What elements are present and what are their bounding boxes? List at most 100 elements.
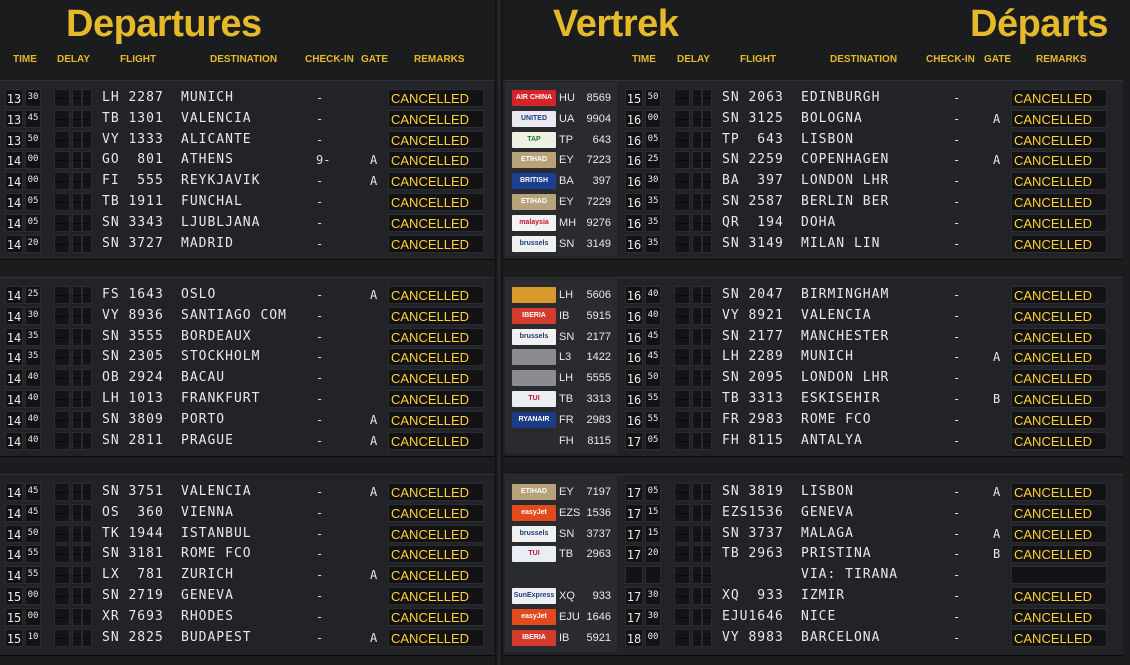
remark-cancelled: CANCELLED xyxy=(388,89,484,107)
delay-flap xyxy=(702,545,712,563)
flight-number: TB 2963 xyxy=(722,546,784,561)
delay-flap xyxy=(702,608,712,626)
flight-number: SN 3181 xyxy=(102,546,164,561)
left-flight-row: 13 30 LH 2287 MUNICH - CANCELLED xyxy=(0,88,1130,108)
airline-logo-tap: TAP xyxy=(512,132,556,148)
flight-number: SN 2095 xyxy=(722,370,784,385)
time-hour: 16 xyxy=(625,307,643,325)
delay-flap xyxy=(702,151,712,169)
check-in: - xyxy=(953,237,961,251)
delay-flap xyxy=(692,411,702,429)
check-in: - xyxy=(316,91,324,105)
airline-code: EJU xyxy=(559,611,580,623)
delay-flap xyxy=(674,629,690,647)
delay-flap xyxy=(82,369,92,387)
delay-flap xyxy=(72,369,82,387)
delay-flap xyxy=(72,193,82,211)
destination: BORDEAUX xyxy=(181,329,252,344)
time-hour: 15 xyxy=(5,608,23,626)
time-minute: 30 xyxy=(645,172,661,190)
delay-flap xyxy=(82,432,92,450)
destination: VALENCIA xyxy=(181,484,252,499)
left-flight-row: 15 00 XR 7693 RHODES - CANCELLED xyxy=(0,607,1130,627)
delay-flap xyxy=(72,131,82,149)
delay-flap xyxy=(702,235,712,253)
time-hour: 17 xyxy=(625,608,643,626)
airline-logo-etihad: ETIHAD xyxy=(512,194,556,210)
left-flight-row: 14 40 SN 2811 PRAGUE - A CANCELLED xyxy=(0,431,1130,451)
delay-flap xyxy=(674,328,690,346)
time-minute: 00 xyxy=(25,151,41,169)
delay-flap xyxy=(674,235,690,253)
time-minute: 15 xyxy=(645,504,661,522)
delay-flap xyxy=(72,151,82,169)
delay-flap xyxy=(72,566,82,584)
delay-flap xyxy=(82,193,92,211)
time-minute: 30 xyxy=(25,89,41,107)
airline-logo-sunexpress: SunExpress xyxy=(512,588,556,604)
delay-flap xyxy=(54,629,70,647)
airline-code-number: 1646 xyxy=(586,611,611,623)
remark-cancelled: CANCELLED xyxy=(388,131,484,149)
check-in: - xyxy=(953,413,961,427)
delay-flap xyxy=(674,504,690,522)
airline-code: TP xyxy=(559,134,574,146)
time-minute: 35 xyxy=(645,193,661,211)
remark-cancelled: CANCELLED xyxy=(1011,545,1107,563)
airline-logo-tui: TUI xyxy=(512,546,556,562)
delay-flap xyxy=(702,432,712,450)
airline-code: UA xyxy=(559,113,575,125)
left-flight-row: 14 45 OS 360 VIENNA - CANCELLED xyxy=(0,503,1130,523)
airline-code-number: 2177 xyxy=(586,331,611,343)
right-flight-row: brussels SN 2177 16 45 SN 2177 MANCHESTER - CANC… xyxy=(0,327,1130,347)
delay-flap xyxy=(54,411,70,429)
check-in: - xyxy=(316,506,324,520)
right-flight-row: FH 8115 17 05 FH 8115 ANTALYA - CANCELLED xyxy=(0,431,1130,451)
time-hour: 17 xyxy=(625,504,643,522)
delay-flap xyxy=(674,390,690,408)
delay-flap xyxy=(692,432,702,450)
destination: LJUBLJANA xyxy=(181,215,261,230)
airline-code: SN xyxy=(559,238,575,250)
delay-flap xyxy=(54,151,70,169)
time-minute: 30 xyxy=(25,307,41,325)
delay-flap xyxy=(72,587,82,605)
airline-logo-lufthansa xyxy=(512,287,556,303)
delay-flap xyxy=(702,587,712,605)
time-hour: 16 xyxy=(625,131,643,149)
delay-flap xyxy=(702,369,712,387)
time-hour: 14 xyxy=(5,369,23,387)
delay-flap xyxy=(54,348,70,366)
delay-flap xyxy=(692,89,702,107)
time-hour: 16 xyxy=(625,369,643,387)
flight-number: SN 3727 xyxy=(102,236,164,251)
time-hour: 14 xyxy=(5,307,23,325)
airline-logo-brussels: brussels xyxy=(512,236,556,252)
left-flight-row: 14 40 LH 1013 FRANKFURT - CANCELLED xyxy=(0,389,1130,409)
remark-cancelled: CANCELLED xyxy=(388,369,484,387)
delay-flap xyxy=(692,131,702,149)
time-hour: 17 xyxy=(625,545,643,563)
delay-flap xyxy=(674,131,690,149)
time-hour: 18 xyxy=(625,629,643,647)
airline-code-number: 9276 xyxy=(586,217,611,229)
time-minute: 15 xyxy=(645,525,661,543)
remark-cancelled: CANCELLED xyxy=(388,235,484,253)
delay-flap xyxy=(702,348,712,366)
check-in: - xyxy=(953,610,961,624)
airline-code: EY xyxy=(559,486,574,498)
time-hour: 14 xyxy=(5,235,23,253)
time-minute: 25 xyxy=(645,151,661,169)
remark-cancelled: CANCELLED xyxy=(388,629,484,647)
delay-flap xyxy=(82,286,92,304)
col-flight-right: FLIGHT xyxy=(740,54,777,65)
flight-number: VY 8921 xyxy=(722,308,784,323)
time-minute: 20 xyxy=(25,235,41,253)
left-flight-row: 14 30 VY 8936 SANTIAGO COM - CANCELLED xyxy=(0,306,1130,326)
airline-code-number: 643 xyxy=(592,134,611,146)
delay-flap xyxy=(674,193,690,211)
time-hour: 16 xyxy=(625,193,643,211)
airline-code-number: 3313 xyxy=(586,393,611,405)
gate: A xyxy=(370,631,378,645)
check-in: - xyxy=(953,485,961,499)
